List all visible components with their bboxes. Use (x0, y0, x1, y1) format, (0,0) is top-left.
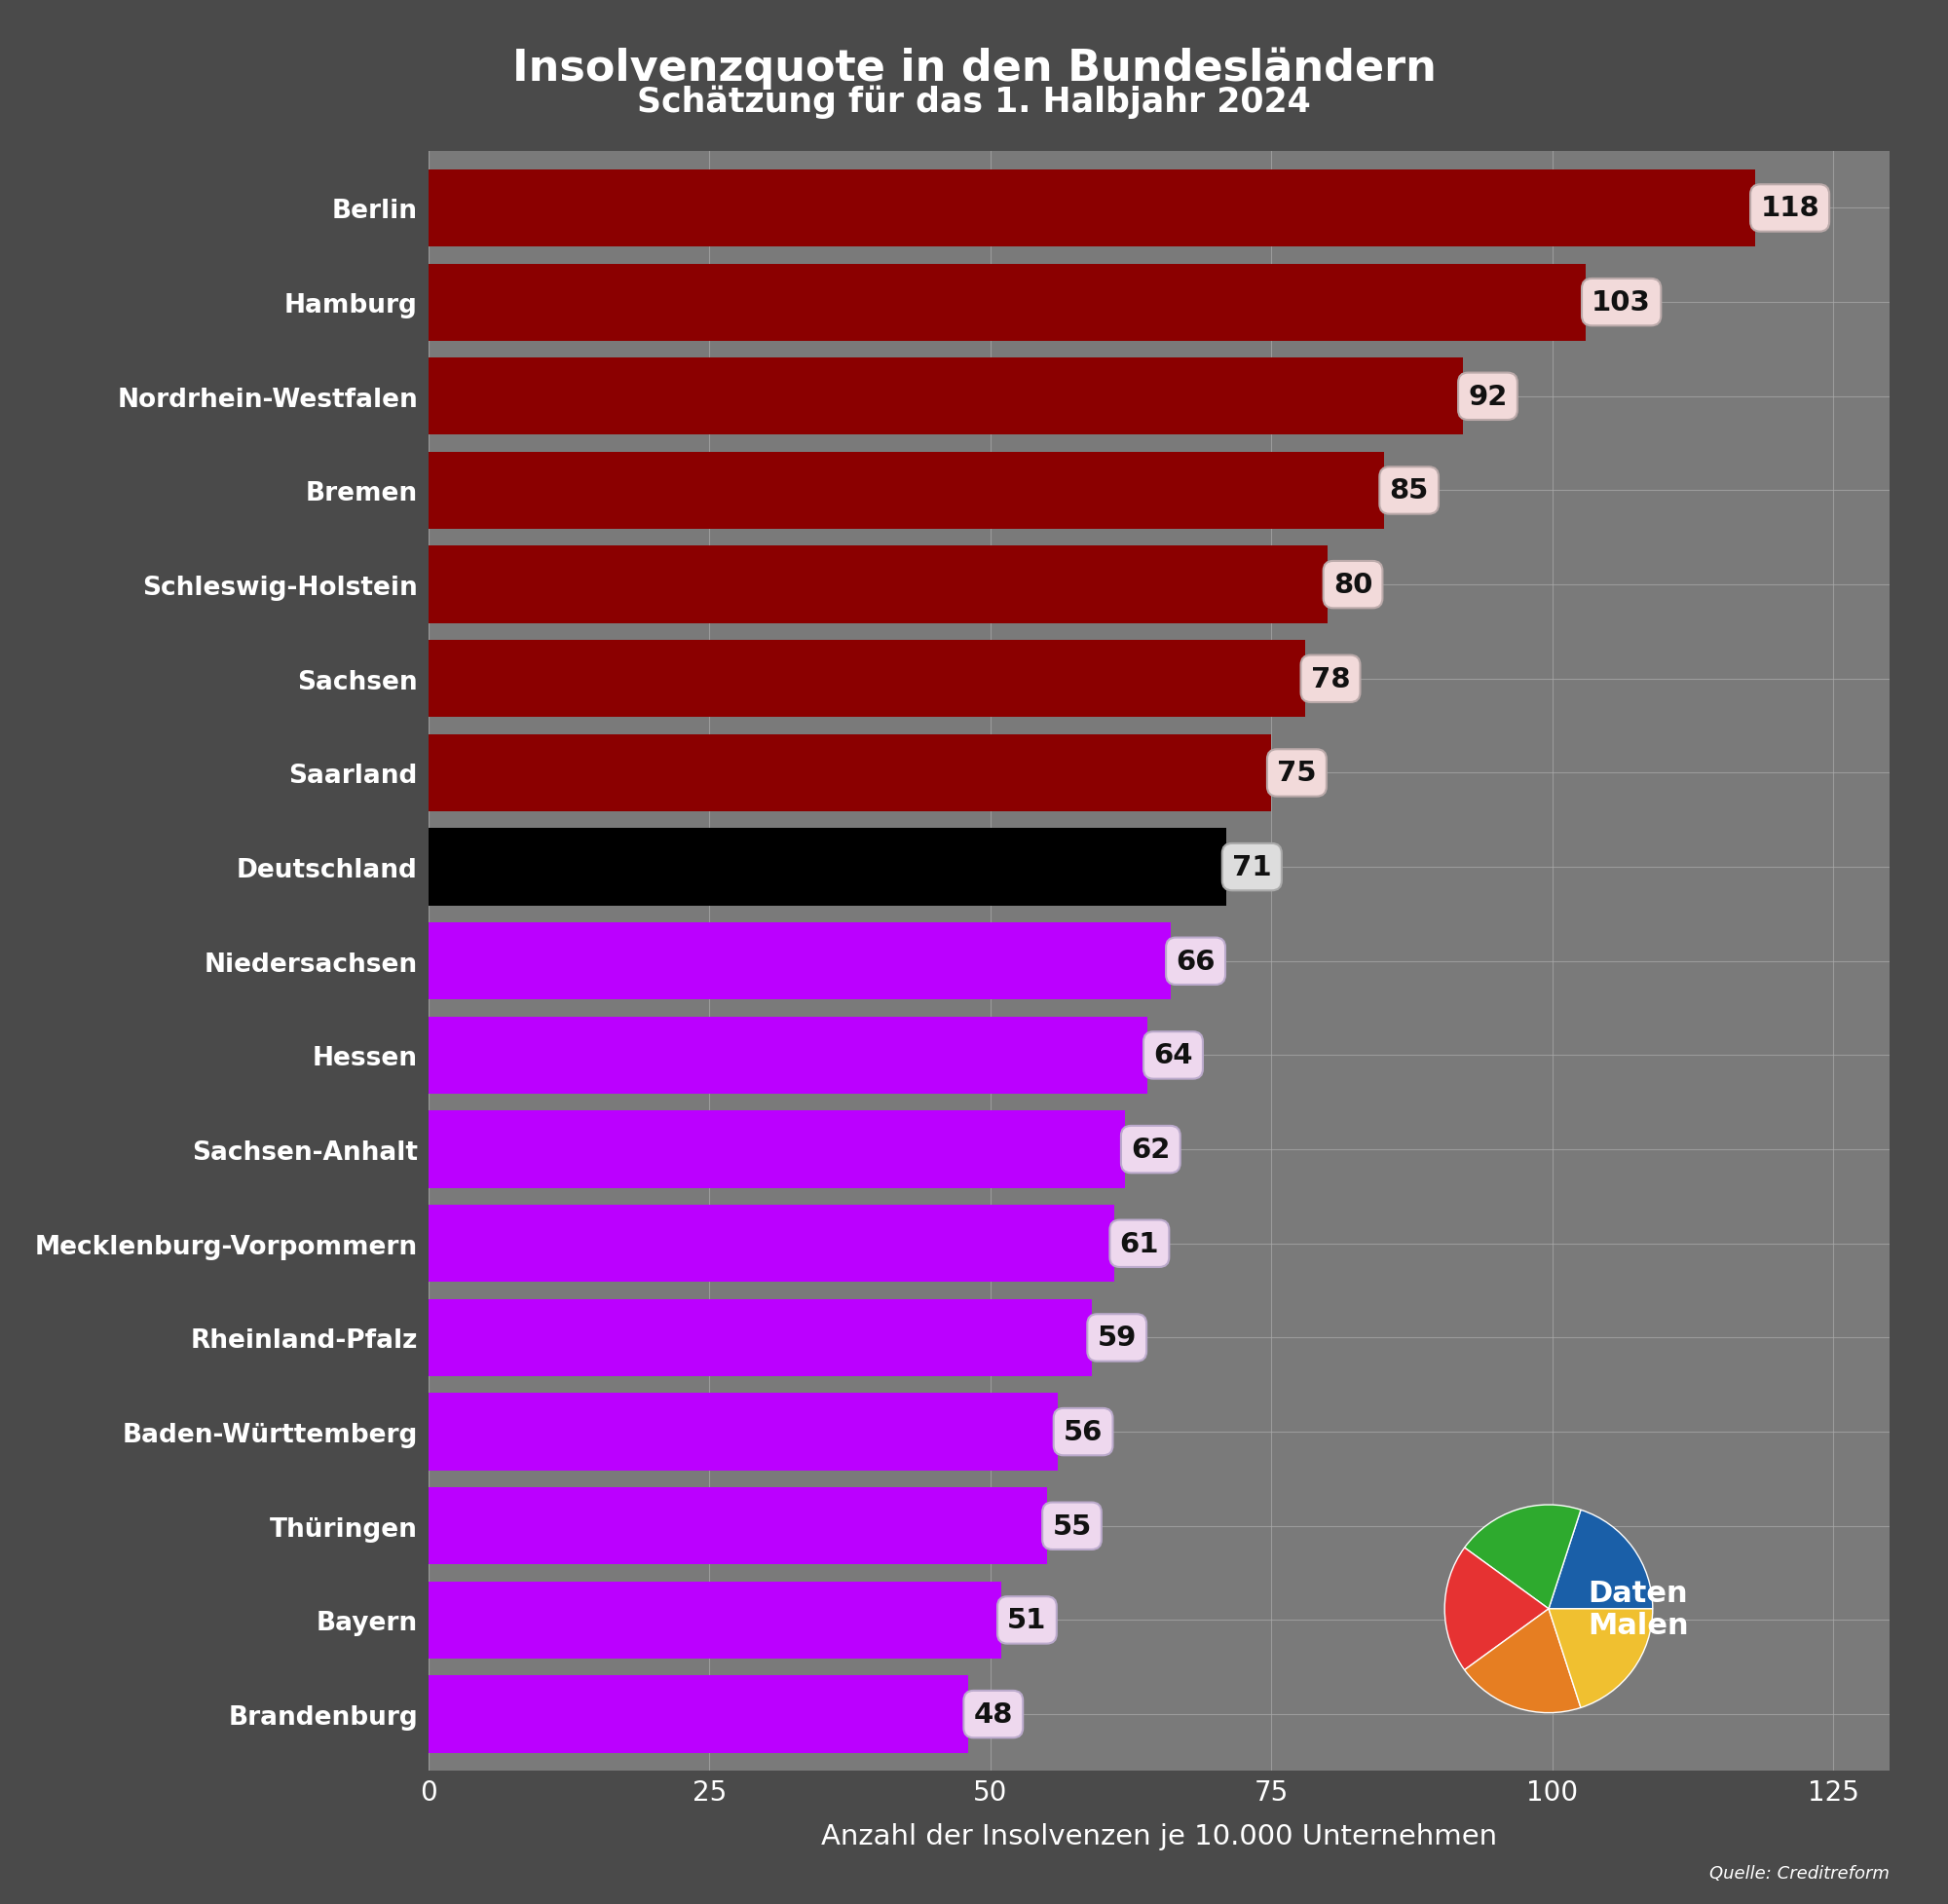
Text: 85: 85 (1389, 478, 1428, 505)
X-axis label: Anzahl der Insolvenzen je 10.000 Unternehmen: Anzahl der Insolvenzen je 10.000 Unterne… (820, 1822, 1498, 1849)
Bar (429, 1487, 1046, 1565)
Text: Insolvenzquote in den Bundesländern: Insolvenzquote in den Bundesländern (512, 48, 1436, 89)
Bar (429, 358, 1463, 436)
Bar (429, 1205, 1114, 1283)
Text: 62: 62 (1132, 1137, 1171, 1163)
Bar (429, 828, 1227, 906)
Bar (429, 923, 1171, 1000)
Text: Schätzung für das 1. Halbjahr 2024: Schätzung für das 1. Halbjahr 2024 (637, 86, 1311, 120)
Bar (429, 1299, 1091, 1377)
Bar (429, 1394, 1058, 1470)
Wedge shape (1549, 1510, 1652, 1609)
Bar (429, 1676, 968, 1754)
Text: Daten
Malen: Daten Malen (1588, 1578, 1689, 1639)
Bar (429, 1582, 1001, 1658)
Text: 64: 64 (1153, 1041, 1192, 1070)
Text: 55: 55 (1052, 1512, 1091, 1540)
Wedge shape (1549, 1609, 1652, 1708)
Bar (429, 453, 1383, 529)
Text: 71: 71 (1233, 853, 1272, 882)
Bar (429, 1112, 1126, 1188)
Text: 80: 80 (1332, 571, 1373, 598)
Text: 51: 51 (1007, 1607, 1046, 1634)
Bar (429, 265, 1586, 341)
Text: 66: 66 (1177, 948, 1216, 975)
Text: 103: 103 (1592, 289, 1652, 316)
Text: 118: 118 (1761, 194, 1819, 223)
Text: 48: 48 (974, 1700, 1013, 1729)
Wedge shape (1465, 1609, 1582, 1714)
Text: 59: 59 (1097, 1325, 1136, 1352)
Text: 78: 78 (1311, 666, 1350, 693)
Bar (429, 546, 1329, 625)
Bar (429, 735, 1272, 811)
Wedge shape (1465, 1504, 1582, 1609)
Bar (429, 1017, 1147, 1095)
Text: 61: 61 (1120, 1230, 1159, 1257)
Wedge shape (1445, 1548, 1549, 1670)
Text: 56: 56 (1064, 1418, 1103, 1445)
Text: Quelle: Creditreform: Quelle: Creditreform (1710, 1864, 1890, 1881)
Bar (429, 169, 1755, 248)
Text: 92: 92 (1469, 383, 1508, 411)
Text: 75: 75 (1278, 760, 1317, 786)
Bar (429, 640, 1305, 718)
